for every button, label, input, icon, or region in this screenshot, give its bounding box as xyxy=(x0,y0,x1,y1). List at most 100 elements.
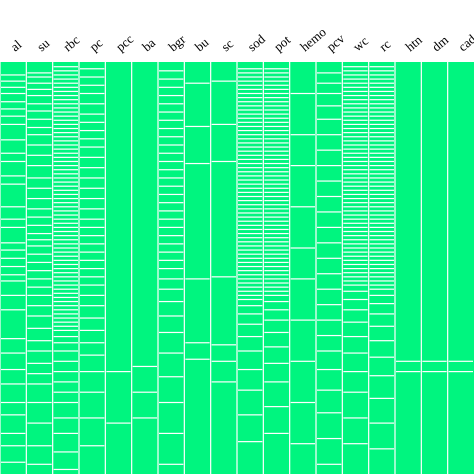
missing-row-bu xyxy=(185,125,210,128)
missing-row-pot xyxy=(264,204,289,206)
missing-row-rc xyxy=(369,181,394,183)
missing-row-rc xyxy=(369,243,394,245)
missing-row-rc xyxy=(369,340,394,342)
column-sod xyxy=(237,62,264,474)
missing-row-pot xyxy=(264,84,289,86)
missing-row-su xyxy=(27,224,52,226)
missing-row-bgr xyxy=(159,86,184,88)
missing-row-wc xyxy=(343,74,368,76)
column-label-bgr: bgr xyxy=(165,31,188,54)
missing-row-sod xyxy=(238,175,263,177)
missing-row-al xyxy=(1,338,26,340)
missing-row-hemo xyxy=(290,92,315,95)
missing-row-sod xyxy=(238,84,263,86)
missing-row-pc xyxy=(80,284,105,286)
missing-row-hemo xyxy=(290,401,315,404)
missing-row-sod xyxy=(238,335,263,338)
missing-row-su xyxy=(27,261,52,264)
missing-row-rbc xyxy=(53,169,78,171)
missing-row-al xyxy=(1,160,26,163)
missing-row-bgr xyxy=(159,251,184,253)
missing-row-sc xyxy=(211,160,236,163)
missing-row-htn xyxy=(396,360,421,362)
missing-row-pcv xyxy=(317,226,342,228)
missing-row-su xyxy=(27,216,52,218)
missing-row-sod xyxy=(238,278,263,280)
missing-row-rbc xyxy=(53,86,78,88)
missing-row-wc xyxy=(343,309,368,311)
missing-row-sod xyxy=(238,125,263,128)
missing-row-hemo xyxy=(290,319,315,321)
missing-row-su xyxy=(27,94,52,97)
missing-row-rc xyxy=(369,263,394,266)
missing-row-pc xyxy=(80,243,105,245)
missing-row-al xyxy=(1,249,26,251)
column-label-pc: pc xyxy=(86,35,105,55)
missing-row-al xyxy=(1,183,26,185)
missing-row-pcv xyxy=(317,72,342,74)
missing-row-rbc xyxy=(53,66,78,68)
missing-row-al xyxy=(1,432,26,434)
missing-row-sod xyxy=(238,253,263,255)
missing-row-rbc xyxy=(53,335,78,338)
missing-row-bgr xyxy=(159,127,184,130)
missing-row-rbc xyxy=(53,132,78,134)
missing-row-rc xyxy=(369,239,394,241)
missing-row-wc xyxy=(343,78,368,80)
missing-row-sod xyxy=(238,350,263,352)
column-label-hemo: hemo xyxy=(297,24,329,54)
missing-row-rc xyxy=(369,152,394,154)
missing-row-pot xyxy=(264,191,289,193)
missing-row-sc xyxy=(211,123,236,125)
column-label-sod: sod xyxy=(244,31,268,54)
missing-row-su xyxy=(27,270,52,272)
missing-row-pcv xyxy=(317,437,342,440)
column-pcc xyxy=(105,62,132,474)
column-label-pot: pot xyxy=(271,32,294,54)
missing-row-sod xyxy=(238,294,263,296)
missing-row-wc xyxy=(343,123,368,125)
missing-row-bgr xyxy=(159,111,184,113)
missing-row-rbc xyxy=(53,296,78,299)
missing-row-pcv xyxy=(317,195,342,198)
missing-row-rc xyxy=(369,160,394,163)
missing-row-su xyxy=(27,286,52,288)
missing-row-sod xyxy=(238,105,263,107)
missing-row-pot xyxy=(264,237,289,239)
missing-row-rbc xyxy=(53,230,78,233)
missing-row-rbc xyxy=(53,325,78,327)
missing-row-pc xyxy=(80,391,105,393)
missing-row-rbc xyxy=(53,78,78,80)
missing-row-rc xyxy=(369,82,394,84)
missing-row-bgr xyxy=(159,278,184,280)
missing-row-wc xyxy=(343,86,368,88)
missing-row-wc xyxy=(343,140,368,142)
missing-row-rbc xyxy=(53,197,78,200)
missing-row-al xyxy=(1,368,26,371)
missing-row-sod xyxy=(238,249,263,251)
missing-row-rbc xyxy=(53,160,78,163)
column-label-sc: sc xyxy=(218,36,236,55)
missing-row-pc xyxy=(80,177,105,179)
missing-row-bgr xyxy=(159,288,184,290)
missing-row-pc xyxy=(80,445,105,447)
missing-row-al xyxy=(1,265,26,268)
missing-row-wc xyxy=(343,115,368,117)
missing-row-al xyxy=(1,383,26,385)
missing-row-rbc xyxy=(53,401,78,404)
missing-row-su xyxy=(27,144,52,146)
missing-row-pot xyxy=(264,300,289,303)
missing-row-rc xyxy=(369,197,394,200)
missing-row-sod xyxy=(238,200,263,202)
missing-row-rbc xyxy=(53,181,78,183)
missing-row-pcv xyxy=(317,389,342,391)
missing-row-pcv xyxy=(317,105,342,107)
missing-row-sod xyxy=(238,121,263,123)
missing-row-rc xyxy=(369,119,394,121)
missing-row-bgr xyxy=(159,401,184,404)
missing-row-rc xyxy=(369,165,394,167)
missing-row-sod xyxy=(238,138,263,140)
column-pot xyxy=(263,62,290,474)
missing-row-rbc xyxy=(53,193,78,196)
missing-row-sc xyxy=(211,381,236,383)
